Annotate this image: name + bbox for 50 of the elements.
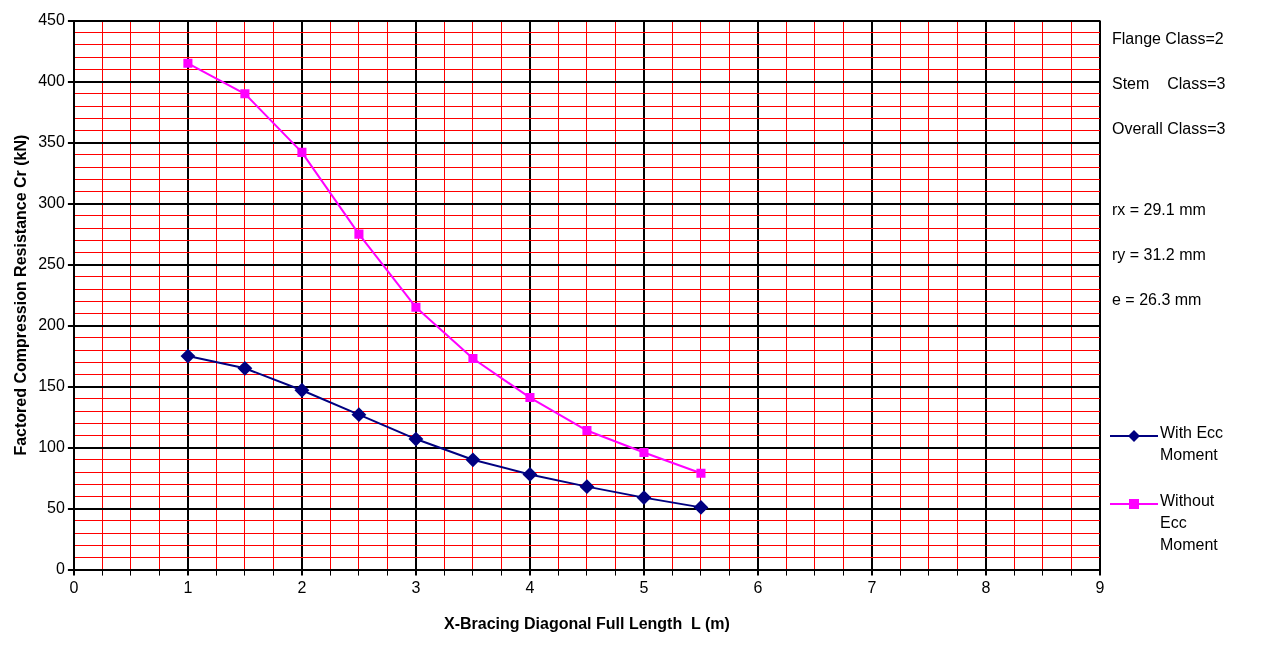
x-tick-label: 6 [753, 578, 763, 596]
x-tick-label: 7 [867, 578, 877, 596]
y-tick-label: 0 [55, 560, 65, 578]
text: Stem Class=3 [1112, 75, 1226, 93]
legend-label: With Ecc Moment [1160, 423, 1225, 465]
y-tick-label: 150 [38, 377, 65, 395]
x-tick-label: 8 [981, 578, 991, 596]
x-tick-label: 4 [525, 578, 535, 596]
point [183, 58, 193, 68]
y-tick-label: 200 [38, 316, 65, 334]
y-tick-label: 350 [38, 133, 65, 151]
y-tick-label: 250 [38, 255, 65, 273]
x-tick-label: 2 [297, 578, 307, 596]
x-tick-label: 0 [69, 578, 79, 596]
legend-label: Without Ecc Moment [1160, 491, 1219, 555]
point [468, 354, 478, 364]
point [522, 467, 537, 482]
text: rx = 29.1 mm [1112, 201, 1206, 219]
x-tick-label: 3 [411, 578, 421, 596]
text: ry = 31.2 mm [1112, 246, 1206, 264]
point [408, 432, 423, 447]
point [294, 383, 309, 398]
x-tick-label: 5 [639, 578, 649, 596]
y-tick-label: 100 [38, 438, 65, 456]
y-tick-label: 450 [38, 11, 65, 29]
text: Flange Class=2 [1112, 30, 1224, 48]
point [582, 425, 592, 436]
x-tick-label: 1 [183, 578, 193, 596]
y-axis-title: Factored Compression Resistance Cr (kN) [12, 134, 30, 456]
point [297, 147, 307, 157]
point [411, 302, 421, 312]
text: e = 26.3 mm [1112, 291, 1202, 309]
point [579, 479, 594, 494]
text: Overall Class=3 [1112, 120, 1226, 138]
x-tick-label: 9 [1095, 578, 1105, 596]
point [696, 468, 706, 478]
point [465, 452, 480, 467]
y-tick-label: 300 [38, 194, 65, 212]
point [525, 393, 535, 403]
point [351, 407, 366, 422]
point [639, 447, 649, 458]
point [636, 490, 651, 505]
point [693, 500, 708, 515]
point [180, 349, 195, 364]
y-tick-label: 50 [47, 499, 65, 517]
y-tick-label: 400 [38, 72, 65, 90]
point [354, 229, 364, 239]
point [237, 361, 252, 376]
x-axis-title: X-Bracing Diagonal Full Length L (m) [443, 614, 730, 632]
point [240, 89, 250, 99]
